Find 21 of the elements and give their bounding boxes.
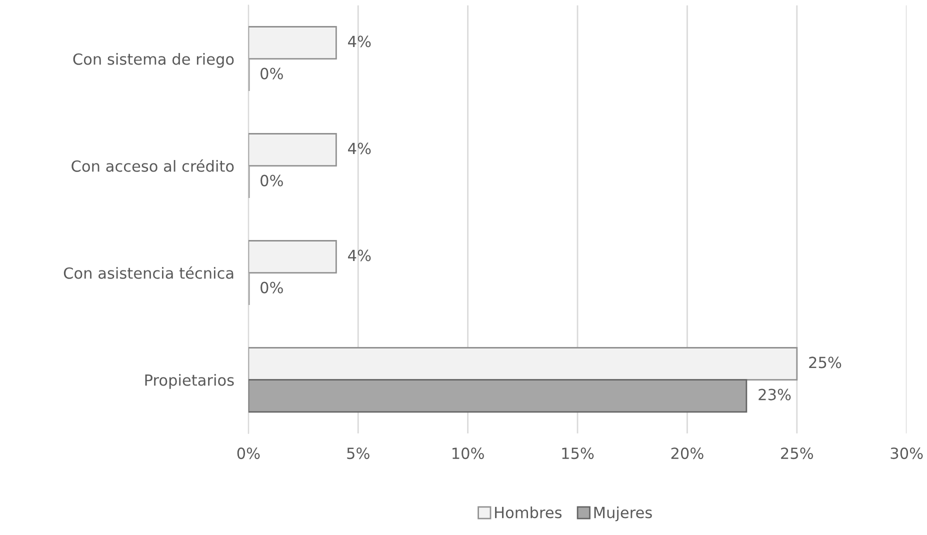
x-tick-label: 30% <box>890 448 923 460</box>
y-tick-label: Con asistencia técnica <box>64 266 234 279</box>
y-tick-label: Propietarios <box>145 374 234 389</box>
data-label: 4% <box>348 142 371 154</box>
y-tick-label: Con sistema de riego <box>73 53 234 68</box>
x-tick-label: 20% <box>671 448 704 460</box>
data-label: 0% <box>260 68 283 80</box>
legend-label: Mujeres <box>594 506 652 522</box>
x-tick-label: 10% <box>452 448 484 460</box>
data-label: 23% <box>758 388 791 400</box>
data-label: 0% <box>260 282 283 294</box>
data-label: 25% <box>809 356 842 368</box>
x-tick-label: 25% <box>781 448 814 460</box>
data-label: 0% <box>260 174 283 186</box>
x-tick-label: 0% <box>237 448 260 460</box>
x-tick-label: 15% <box>562 448 594 460</box>
data-label: 4% <box>348 250 371 262</box>
legend-label: Hombres <box>495 506 562 518</box>
data-label: 4% <box>348 36 371 48</box>
x-tick-label: 5% <box>347 448 370 460</box>
y-tick-label: Con acceso al crédito <box>72 159 234 172</box>
